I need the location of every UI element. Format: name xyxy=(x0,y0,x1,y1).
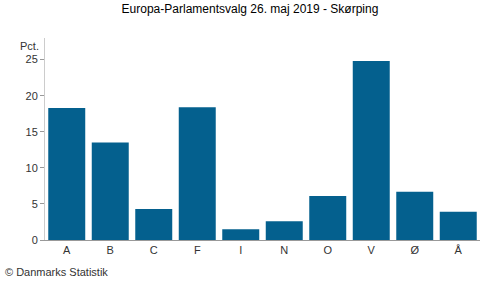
svg-text:5: 5 xyxy=(32,198,38,210)
svg-text:A: A xyxy=(63,244,71,256)
svg-text:I: I xyxy=(239,244,242,256)
svg-text:Europa-Parlamentsvalg 26. maj: Europa-Parlamentsvalg 26. maj 2019 - Skø… xyxy=(122,2,379,16)
svg-text:15: 15 xyxy=(26,126,38,138)
svg-text:B: B xyxy=(107,244,114,256)
svg-text:N: N xyxy=(280,244,288,256)
svg-text:Ø: Ø xyxy=(410,244,419,256)
svg-text:C: C xyxy=(150,244,158,256)
svg-text:10: 10 xyxy=(26,162,38,174)
svg-text:© Danmarks Statistik: © Danmarks Statistik xyxy=(5,266,108,278)
svg-text:Å: Å xyxy=(455,244,463,256)
svg-text:V: V xyxy=(368,244,376,256)
svg-text:Pct.: Pct. xyxy=(20,40,39,52)
svg-text:O: O xyxy=(323,244,332,256)
svg-text:20: 20 xyxy=(26,90,38,102)
svg-text:0: 0 xyxy=(32,234,38,246)
svg-text:25: 25 xyxy=(26,53,38,65)
svg-text:F: F xyxy=(194,244,201,256)
